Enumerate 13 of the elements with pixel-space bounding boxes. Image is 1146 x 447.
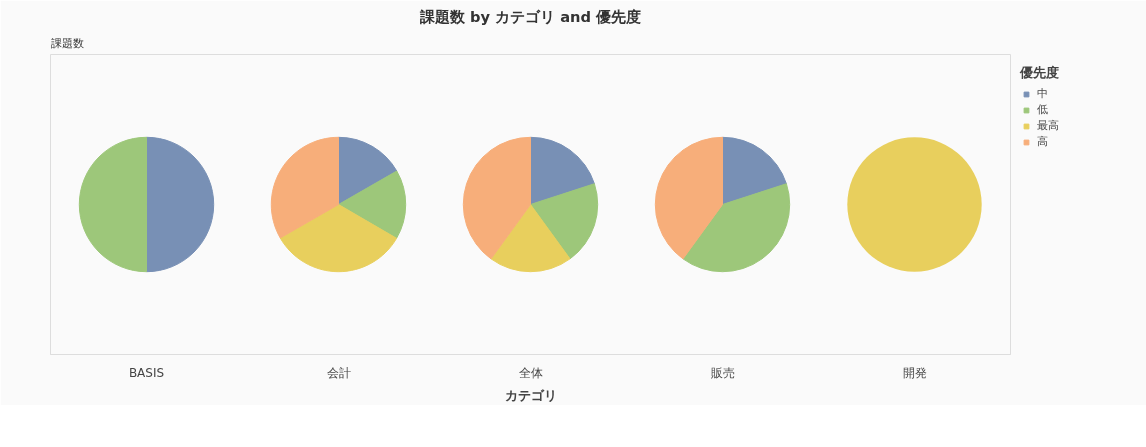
text: カテゴリ	[504, 387, 557, 403]
chart-title: 課題数 by カテゴリ and 優先度	[418, 7, 642, 25]
slice-label: BASIS	[128, 365, 165, 380]
legend-label: 最高	[1037, 119, 1059, 133]
legend-label: 中	[1037, 87, 1049, 101]
legend-label: 高	[1037, 135, 1049, 149]
text: 課題数	[50, 36, 84, 50]
slice-label: 会計	[326, 365, 351, 380]
legend-title: 優先度	[1020, 64, 1059, 82]
slice-label: 全体	[518, 365, 543, 380]
slice-label: 開発	[902, 365, 927, 380]
slice-label: 販売	[710, 365, 735, 380]
legend-label: 低	[1037, 103, 1049, 117]
